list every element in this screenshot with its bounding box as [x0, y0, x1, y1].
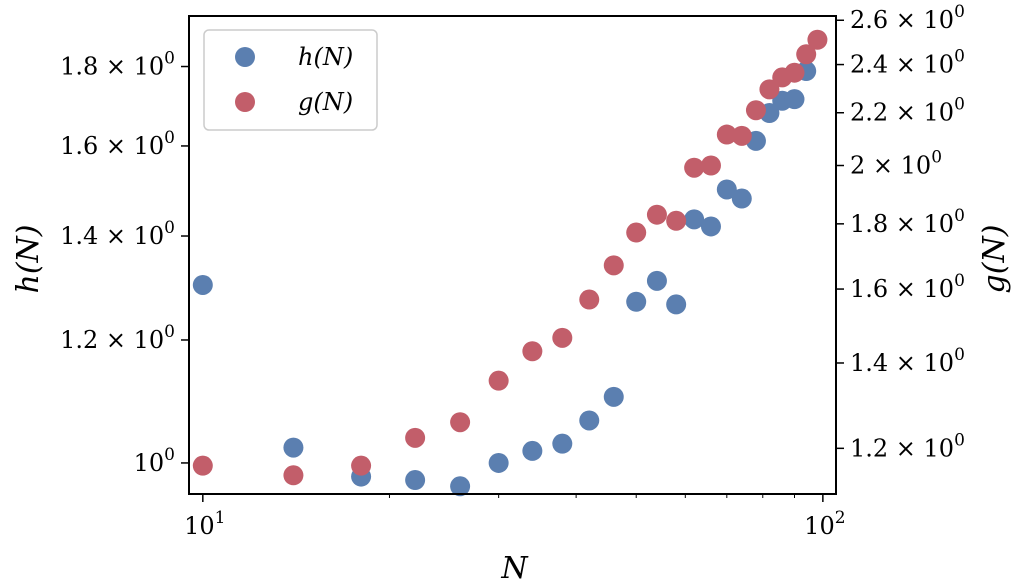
axis-labels: 101 102 100 1.2 × 100 1.4 × 100 1.6 × 100 1.8 …: [11, 2, 1012, 585]
point-left-series: [666, 294, 687, 315]
point-left-series: [405, 470, 426, 491]
y-left-tick-label: 1.8 × 100: [60, 49, 175, 81]
y-right-tick-label: 2.2 × 100: [850, 95, 965, 127]
point-left-series: [716, 179, 737, 200]
point-right-series: [807, 29, 828, 50]
x-axis-label: N: [500, 551, 529, 585]
point-right-series: [666, 210, 687, 231]
point-right-series: [700, 155, 721, 176]
y-left-tick-label: 1.2 × 100: [60, 322, 175, 354]
data-points: [192, 29, 828, 497]
point-left-series: [626, 291, 647, 312]
y-right-tick-label: 2.6 × 100: [850, 2, 965, 34]
legend-label: h(N): [298, 43, 353, 71]
y-right-tick-label: 2 × 100: [850, 148, 942, 180]
x-tick-label: 102: [804, 508, 845, 540]
point-left-series: [283, 437, 304, 458]
axis-ticks: [181, 19, 844, 502]
point-right-series: [603, 255, 624, 276]
y-left-tick-label: 100: [134, 445, 175, 477]
point-right-series: [716, 124, 737, 145]
point-right-series: [759, 79, 780, 100]
y-right-tick-label: 1.6 × 100: [850, 271, 965, 303]
y-right-tick-label: 1.2 × 100: [850, 430, 965, 462]
point-left-series: [579, 410, 600, 431]
point-right-series: [488, 370, 509, 391]
y-left-axis-label: h(N): [11, 225, 46, 294]
y-right-tick-label: 2.4 × 100: [850, 47, 965, 79]
y-left-tick-label: 1.6 × 100: [60, 128, 175, 160]
plot-frame: [188, 15, 837, 495]
point-right-series: [684, 157, 705, 178]
point-right-series: [450, 412, 471, 433]
point-left-series: [603, 386, 624, 407]
point-right-series: [731, 125, 752, 146]
y-right-tick-label: 1.4 × 100: [850, 345, 965, 377]
point-right-series: [522, 341, 543, 362]
point-right-series: [784, 62, 805, 83]
point-left-series: [552, 433, 573, 454]
y-right-axis-label: g(N): [977, 225, 1012, 294]
point-right-series: [646, 204, 667, 225]
point-right-series: [283, 465, 304, 486]
point-left-series: [684, 209, 705, 230]
legend-marker: [235, 47, 255, 67]
point-right-series: [796, 44, 817, 65]
y-left-tick-label: 1.4 × 100: [60, 218, 175, 250]
point-right-series: [579, 289, 600, 310]
point-right-series: [192, 455, 213, 476]
point-left-series: [488, 452, 509, 473]
point-left-series: [646, 270, 667, 291]
point-left-series: [192, 274, 213, 295]
legend-label: g(N): [298, 88, 353, 116]
point-right-series: [626, 222, 647, 243]
y-right-tick-label: 1.8 × 100: [850, 206, 965, 238]
point-left-series: [784, 89, 805, 110]
point-right-series: [745, 100, 766, 121]
x-tick-label: 101: [184, 508, 225, 540]
point-left-series: [450, 476, 471, 497]
legend-marker: [235, 92, 255, 112]
point-right-series: [552, 327, 573, 348]
point-left-series: [731, 188, 752, 209]
point-left-series: [700, 216, 721, 237]
point-left-series: [522, 440, 543, 461]
point-right-series: [351, 455, 372, 476]
legend: h(N) g(N): [203, 29, 378, 131]
point-right-series: [405, 427, 426, 448]
